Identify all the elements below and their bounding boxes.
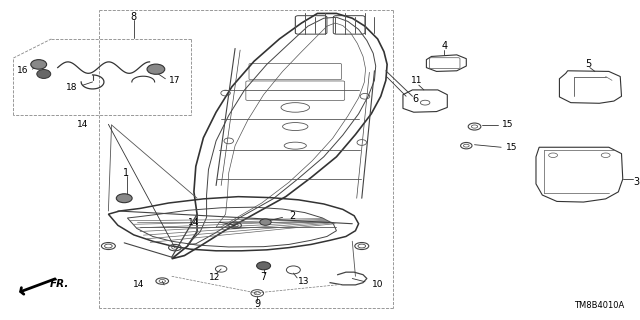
Ellipse shape <box>31 60 47 69</box>
Text: 6: 6 <box>413 94 419 104</box>
Ellipse shape <box>257 262 271 270</box>
Ellipse shape <box>260 219 271 225</box>
Ellipse shape <box>37 69 51 78</box>
Text: 14: 14 <box>188 218 200 227</box>
Text: 5: 5 <box>585 60 591 69</box>
Text: 9: 9 <box>254 299 260 309</box>
Text: 17: 17 <box>169 76 180 85</box>
Text: 8: 8 <box>131 12 137 22</box>
Text: 2: 2 <box>289 211 295 221</box>
Text: 15: 15 <box>502 120 513 130</box>
Text: 1: 1 <box>123 168 129 178</box>
Text: 11: 11 <box>410 76 422 85</box>
Text: 18: 18 <box>66 83 77 92</box>
Text: 15: 15 <box>506 143 517 152</box>
Text: 16: 16 <box>17 66 29 75</box>
Text: 4: 4 <box>441 41 447 51</box>
Text: 14: 14 <box>133 280 145 289</box>
Text: 10: 10 <box>372 280 383 289</box>
Text: 12: 12 <box>209 273 221 282</box>
Text: 7: 7 <box>260 272 267 282</box>
Ellipse shape <box>147 64 164 74</box>
Text: 13: 13 <box>298 277 309 286</box>
Text: FR.: FR. <box>50 279 70 289</box>
Text: TM8B4010A: TM8B4010A <box>575 301 625 310</box>
Text: 3: 3 <box>633 177 639 187</box>
Text: 14: 14 <box>77 120 89 129</box>
Ellipse shape <box>116 194 132 203</box>
